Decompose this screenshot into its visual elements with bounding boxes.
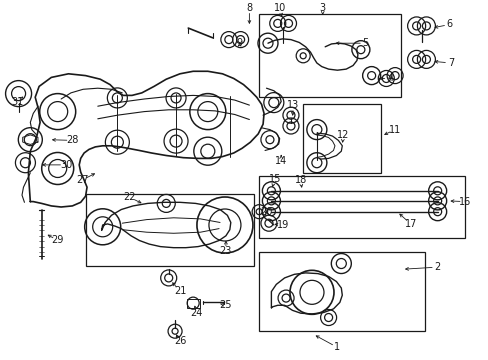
Text: 1: 1 bbox=[334, 342, 340, 352]
Text: 11: 11 bbox=[388, 125, 401, 135]
Text: 13: 13 bbox=[286, 100, 299, 110]
Text: 29: 29 bbox=[51, 235, 64, 246]
Text: 3: 3 bbox=[319, 3, 325, 13]
Text: 18: 18 bbox=[294, 175, 306, 185]
Bar bbox=[259, 14, 400, 97]
Text: 12: 12 bbox=[336, 130, 349, 140]
Bar bbox=[85, 194, 254, 266]
Text: 26: 26 bbox=[173, 336, 186, 346]
Text: 16: 16 bbox=[458, 197, 471, 207]
Text: 19: 19 bbox=[276, 220, 288, 230]
Text: 5: 5 bbox=[362, 38, 368, 48]
Text: 21: 21 bbox=[173, 286, 186, 296]
Text: 24: 24 bbox=[190, 308, 203, 318]
Text: 14: 14 bbox=[274, 156, 287, 166]
Text: 23: 23 bbox=[219, 246, 232, 256]
Text: 9: 9 bbox=[236, 38, 242, 48]
Bar bbox=[259, 176, 464, 238]
Text: 17: 17 bbox=[404, 219, 416, 229]
Text: 2: 2 bbox=[434, 262, 440, 272]
Bar bbox=[303, 104, 381, 173]
Text: 27: 27 bbox=[76, 175, 88, 185]
Text: 28: 28 bbox=[66, 135, 79, 145]
Bar bbox=[186, 299, 199, 308]
Text: 6: 6 bbox=[446, 19, 452, 30]
Text: 30: 30 bbox=[60, 160, 72, 170]
Bar bbox=[259, 252, 425, 331]
Text: 25: 25 bbox=[219, 300, 232, 310]
Text: 8: 8 bbox=[246, 3, 252, 13]
Text: 31: 31 bbox=[11, 96, 23, 107]
Text: 22: 22 bbox=[123, 192, 136, 202]
Text: 15: 15 bbox=[268, 174, 281, 184]
Text: 4: 4 bbox=[386, 73, 392, 84]
Text: 20: 20 bbox=[260, 207, 272, 217]
Text: 7: 7 bbox=[447, 58, 453, 68]
Text: 10: 10 bbox=[273, 3, 285, 13]
